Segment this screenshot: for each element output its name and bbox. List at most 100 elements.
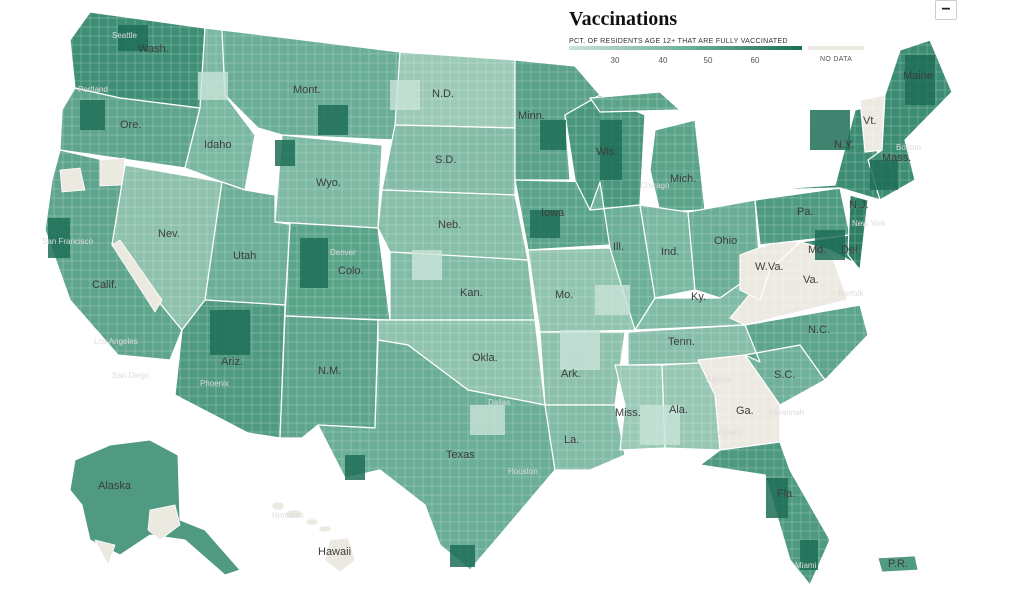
label-ala: Ala.	[669, 404, 688, 416]
no-data-area	[99, 157, 126, 187]
county-cluster	[595, 285, 630, 315]
county-cluster	[198, 72, 228, 100]
city-honolulu: Honolulu	[272, 511, 304, 520]
label-neb: Neb.	[438, 219, 461, 231]
no-data-area	[59, 167, 86, 193]
label-nj: N.J.	[849, 199, 869, 211]
map-title: Vaccinations	[569, 8, 678, 30]
nodata-patches	[59, 157, 163, 313]
city-norfolk: Norfolk	[838, 289, 864, 298]
city-dallas: Dallas	[488, 398, 510, 407]
county-mesh	[40, 10, 960, 590]
alaska-nodata	[94, 504, 181, 567]
legend-nodata-swatch	[808, 46, 864, 50]
county-cluster	[80, 100, 105, 130]
label-utah: Utah	[233, 250, 256, 262]
no-data-area	[111, 239, 163, 313]
city-chicago: Chicago	[640, 181, 670, 190]
label-wva: W.Va.	[755, 261, 784, 273]
legend-tick: 50	[703, 56, 713, 65]
label-ark: Ark.	[561, 368, 581, 380]
high-counties	[48, 25, 935, 570]
county-cluster	[118, 25, 148, 51]
label-ohio: Ohio	[714, 235, 737, 247]
label-vt: Vt.	[863, 115, 876, 127]
county-cluster	[450, 545, 475, 567]
low-counties	[198, 72, 680, 445]
county-cluster	[766, 478, 788, 518]
city-sf: San Francisco	[42, 237, 94, 246]
label-wyo: Wyo.	[316, 177, 341, 189]
city-phoenix: Phoenix	[200, 379, 229, 388]
label-ariz: Ariz.	[221, 356, 243, 368]
zoom-out-button[interactable]: −	[935, 0, 957, 20]
label-maine: Maine	[903, 70, 933, 82]
city-portland: Portland	[78, 85, 108, 94]
legend-tick: 40	[658, 56, 668, 65]
state-alaska[interactable]	[69, 439, 241, 576]
label-nc: N.C.	[808, 324, 830, 336]
county-cluster	[905, 55, 935, 105]
label-colo: Colo.	[338, 265, 364, 277]
label-ill: Ill.	[613, 241, 624, 253]
label-la: La.	[564, 434, 579, 446]
county-cluster	[600, 120, 622, 180]
county-cluster	[318, 105, 348, 135]
county-cluster	[530, 210, 560, 238]
label-nm: N.M.	[318, 365, 341, 377]
county-cluster	[470, 405, 505, 435]
city-seattle: Seattle	[112, 31, 137, 40]
label-mass: Mass.	[882, 152, 911, 164]
label-mo: Mo.	[555, 289, 573, 301]
label-nev: Nev.	[158, 228, 180, 240]
city-la: Los Angeles	[94, 337, 138, 346]
label-ky: Ky.	[691, 291, 706, 303]
territory-pr[interactable]	[877, 555, 919, 573]
county-cluster	[210, 310, 250, 355]
label-pr: P.R.	[888, 558, 908, 570]
label-fla: Fla.	[777, 488, 795, 500]
label-wis: Wis.	[596, 146, 617, 158]
legend-tick: 30	[610, 56, 620, 65]
city-houston: Houston	[508, 467, 538, 476]
label-pa: Pa.	[797, 206, 814, 218]
county-cluster	[48, 218, 70, 258]
county-cluster	[800, 540, 818, 570]
label-sd: S.D.	[435, 154, 456, 166]
legend-nodata-label: NO DATA	[820, 56, 853, 63]
label-hawaii: Hawaii	[318, 546, 351, 558]
label-wash: Wash.	[138, 43, 169, 55]
label-minn: Minn.	[518, 110, 545, 122]
county-cluster	[640, 405, 680, 445]
legend-subtitle: PCT. OF RESIDENTS AGE 12+ THAT ARE FULLY…	[569, 38, 788, 45]
city-atlanta: Atlanta	[706, 375, 731, 384]
label-mich: Mich.	[670, 173, 696, 185]
label-calif: Calif.	[92, 279, 117, 291]
county-cluster	[870, 160, 898, 190]
label-del: Del.	[841, 244, 861, 256]
label-kan: Kan.	[460, 287, 483, 299]
label-ore: Ore.	[120, 119, 141, 131]
label-va: Va.	[803, 274, 819, 286]
county-cluster	[815, 230, 845, 260]
city-labels: Seattle Portland San Francisco Los Angel…	[42, 31, 921, 570]
county-cluster	[560, 330, 600, 370]
label-ga: Ga.	[736, 405, 754, 417]
city-san-diego: San Diego	[112, 371, 150, 380]
county-cluster	[390, 80, 420, 110]
label-alaska: Alaska	[98, 480, 132, 492]
county-cluster	[275, 140, 295, 166]
label-mont: Mont.	[293, 84, 321, 96]
label-idaho: Idaho	[204, 139, 232, 151]
city-nyc: New York	[852, 219, 887, 228]
label-ind: Ind.	[661, 246, 679, 258]
label-ny: N.Y.	[834, 139, 854, 151]
label-md: Md.	[808, 244, 826, 256]
county-cluster	[540, 120, 566, 150]
label-sc: S.C.	[774, 369, 795, 381]
state-hawaii[interactable]	[271, 501, 356, 573]
label-tenn: Tenn.	[668, 336, 695, 348]
county-cluster	[810, 110, 850, 150]
city-boston: Boston	[896, 143, 921, 152]
